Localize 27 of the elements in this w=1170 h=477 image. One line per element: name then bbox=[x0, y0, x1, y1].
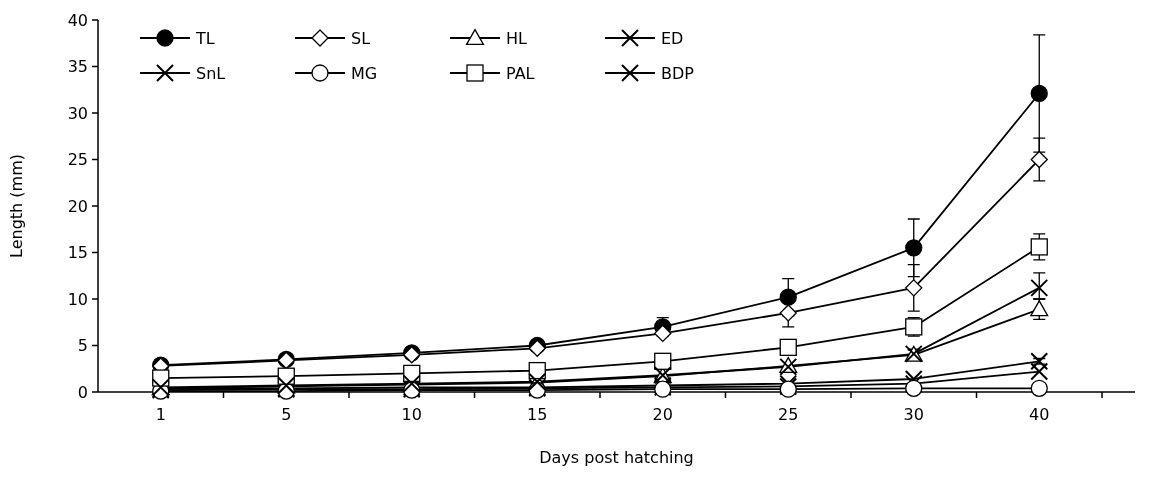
y-tick-label: 40 bbox=[67, 10, 88, 30]
y-axis-title: Length (mm) bbox=[7, 154, 26, 258]
y-tick-label: 30 bbox=[67, 103, 88, 123]
y-tick-label: 15 bbox=[67, 243, 88, 263]
x-tick-label: 10 bbox=[401, 405, 422, 424]
legend-label: ED bbox=[661, 28, 684, 48]
legend-label: SL bbox=[351, 28, 371, 48]
x-tick-label: 1 bbox=[155, 405, 166, 424]
y-tick-label: 20 bbox=[67, 196, 88, 216]
y-tick-label: 0 bbox=[77, 382, 88, 402]
legend-label: TL bbox=[195, 28, 215, 48]
y-tick-label: 25 bbox=[67, 150, 88, 170]
y-tick-label: 5 bbox=[77, 336, 88, 356]
legend-label: MG bbox=[351, 63, 378, 83]
x-tick-label: 25 bbox=[778, 405, 799, 424]
legend-label: PAL bbox=[506, 63, 535, 83]
y-tick-label: 10 bbox=[67, 289, 88, 309]
legend-label: HL bbox=[506, 28, 528, 48]
y-tick-label: 35 bbox=[67, 57, 88, 77]
legend-label: BDP bbox=[661, 63, 695, 83]
x-tick-label: 30 bbox=[903, 405, 924, 424]
x-tick-label: 40 bbox=[1029, 405, 1050, 424]
x-tick-label: 15 bbox=[527, 405, 548, 424]
x-tick-label: 20 bbox=[652, 405, 673, 424]
x-axis-title: Days post hatching bbox=[539, 448, 694, 467]
legend-label: SnL bbox=[196, 63, 226, 83]
x-tick-label: 5 bbox=[281, 405, 292, 424]
